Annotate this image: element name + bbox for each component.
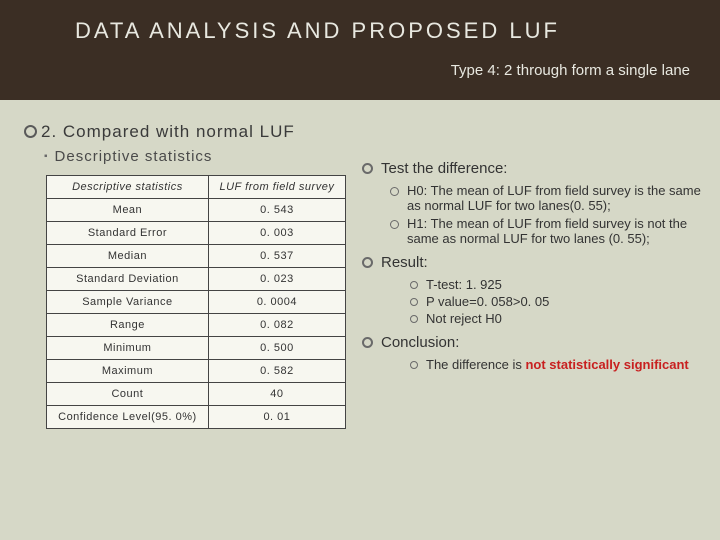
list-item: T-test: 1. 925 [410,277,702,292]
cell-value: 0. 003 [208,222,345,245]
table-row: Standard Deviation0. 023 [47,268,346,291]
table-row: Confidence Level(95. 0%)0. 01 [47,406,346,429]
table-row: Maximum0. 582 [47,360,346,383]
table-row: Median0. 537 [47,245,346,268]
hypothesis-list: H0: The mean of LUF from field survey is… [390,183,702,246]
page-subtitle: Type 4: 2 through form a single lane [451,62,690,79]
conclusion-text: The difference is not statistically sign… [426,357,689,372]
bullet-ring-icon [410,298,418,306]
right-column: Test the difference: H0: The mean of LUF… [344,122,702,429]
r3-text: Not reject H0 [426,311,502,326]
header-bar: DATA ANALYSIS AND PROPOSED LUF Type 4: 2… [0,0,720,100]
left-column: 2. Compared with normal LUF Descriptive … [24,122,344,429]
table-row: Descriptive statistics LUF from field su… [47,176,346,199]
cell-label: Count [47,383,209,406]
cell-value: 0. 01 [208,406,345,429]
cell-label: Maximum [47,360,209,383]
list-item: The difference is not statistically sign… [410,357,702,372]
section-heading: 2. Compared with normal LUF [24,122,344,142]
content: 2. Compared with normal LUF Descriptive … [0,100,720,439]
bullet-ring-icon [390,220,399,229]
table-row: Range0. 082 [47,314,346,337]
conclusion-emphasis: not statistically significant [525,357,688,372]
cell-label: Mean [47,199,209,222]
bullet-ring-icon [390,187,399,196]
test-heading: Test the difference: [362,160,702,177]
h1-text: H1: The mean of LUF from field survey is… [407,216,702,246]
cell-value: 0. 500 [208,337,345,360]
page-title: DATA ANALYSIS AND PROPOSED LUF [0,0,720,44]
bullet-ring-icon [362,257,373,268]
stats-table: Descriptive statistics LUF from field su… [46,175,346,429]
cell-value: 0. 582 [208,360,345,383]
bullet-ring-icon [24,125,37,138]
cell-value: 0. 023 [208,268,345,291]
conclusion-list: The difference is not statistically sign… [410,357,702,372]
cell-label: Median [47,245,209,268]
cell-label: Standard Error [47,222,209,245]
list-item: Not reject H0 [410,311,702,326]
table-row: Minimum0. 500 [47,337,346,360]
cell-label: Sample Variance [47,291,209,314]
cell-value: 40 [208,383,345,406]
list-item: P value=0. 058>0. 05 [410,294,702,309]
cell-value: 0. 082 [208,314,345,337]
bullet-ring-icon [410,315,418,323]
sub-heading: Descriptive statistics [44,148,344,165]
table-row: Standard Error0. 003 [47,222,346,245]
bullet-ring-icon [362,337,373,348]
bullet-ring-icon [362,163,373,174]
test-heading-text: Test the difference: [381,160,507,177]
conclusion-heading-text: Conclusion: [381,334,459,351]
section-heading-text: 2. Compared with normal LUF [41,122,295,141]
table-row: Count40 [47,383,346,406]
list-item: H0: The mean of LUF from field survey is… [390,183,702,213]
table-header-right: LUF from field survey [208,176,345,199]
result-heading: Result: [362,254,702,271]
conclusion-heading: Conclusion: [362,334,702,351]
result-heading-text: Result: [381,254,428,271]
table-header-left: Descriptive statistics [47,176,209,199]
table-row: Mean0. 543 [47,199,346,222]
bullet-ring-icon [410,361,418,369]
cell-label: Confidence Level(95. 0%) [47,406,209,429]
h0-text: H0: The mean of LUF from field survey is… [407,183,702,213]
r1-text: T-test: 1. 925 [426,277,502,292]
cell-value: 0. 0004 [208,291,345,314]
bullet-ring-icon [410,281,418,289]
table-row: Sample Variance0. 0004 [47,291,346,314]
list-item: H1: The mean of LUF from field survey is… [390,216,702,246]
cell-label: Minimum [47,337,209,360]
cell-value: 0. 543 [208,199,345,222]
cell-value: 0. 537 [208,245,345,268]
cell-label: Standard Deviation [47,268,209,291]
cell-label: Range [47,314,209,337]
result-list: T-test: 1. 925 P value=0. 058>0. 05 Not … [410,277,702,326]
r2-text: P value=0. 058>0. 05 [426,294,549,309]
